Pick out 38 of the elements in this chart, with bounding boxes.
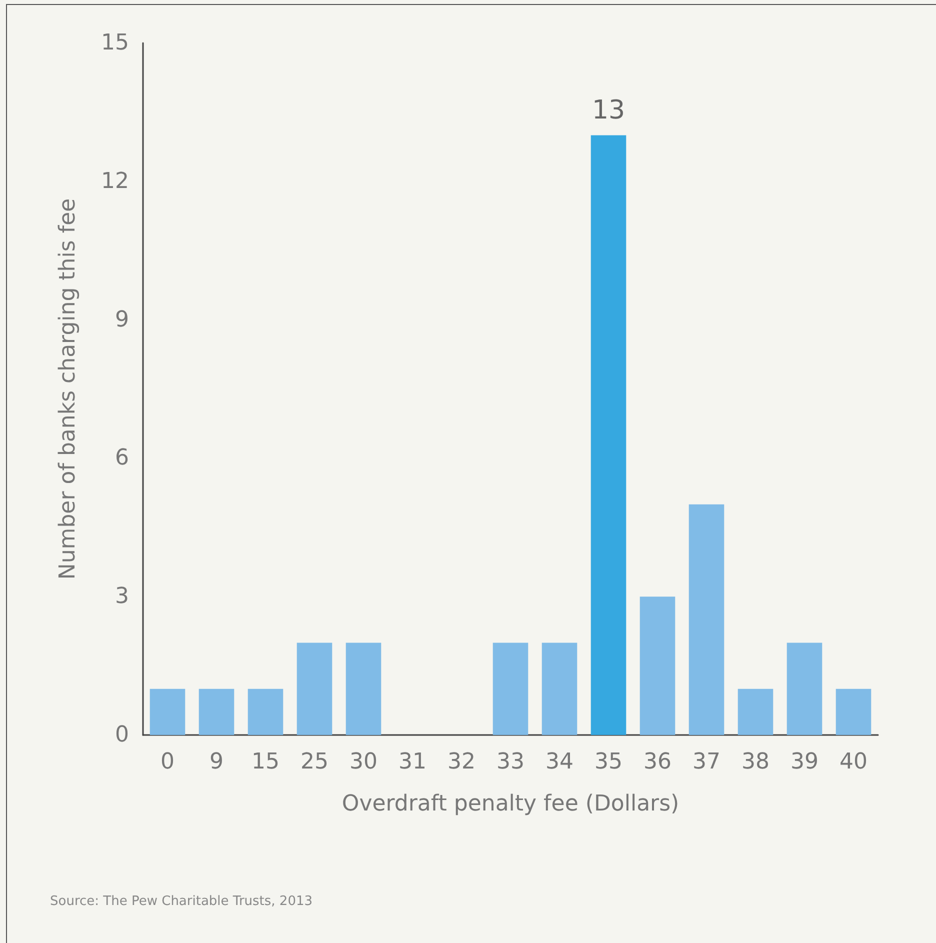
y-tick-label: 0 [115,722,129,748]
y-tick-label: 3 [115,584,129,610]
y-axis-title: Number of banks charging this fee [56,198,80,580]
bar [836,688,872,735]
data-label: 13 [592,95,626,126]
bar [688,504,724,735]
bar [492,642,528,735]
bar [296,642,332,735]
x-tick-label: 37 [692,750,720,774]
bar [590,135,626,735]
x-tick-label: 15 [252,750,280,774]
y-tick-label: 9 [115,307,129,332]
bar [198,688,234,735]
y-tick-label: 6 [115,446,129,471]
x-tick-label: 35 [594,750,622,774]
x-axis-title: Overdraft penalty fee (Dollars) [342,792,680,816]
x-tick-label: 38 [742,750,770,774]
x-tick-label: 34 [546,750,574,774]
x-tick-label: 31 [398,750,426,774]
source-note: Source: The Pew Charitable Trusts, 2013 [50,894,313,909]
x-tick-label: 25 [300,750,328,774]
bar [346,642,382,735]
y-tick-label: 12 [101,168,129,194]
bar [542,642,578,735]
bar [640,596,676,735]
y-tick-label: 15 [101,30,129,56]
x-tick-label: 32 [448,750,476,774]
bar [248,688,284,735]
x-tick-label: 9 [210,750,224,774]
x-tick-label: 36 [644,750,672,774]
bar [150,688,186,735]
x-tick-label: 40 [840,750,868,774]
x-tick-label: 30 [350,750,378,774]
x-tick-label: 0 [160,750,174,774]
x-tick-label: 39 [790,750,818,774]
bar [738,688,774,735]
bar [786,642,822,735]
x-tick-label: 33 [496,750,524,774]
